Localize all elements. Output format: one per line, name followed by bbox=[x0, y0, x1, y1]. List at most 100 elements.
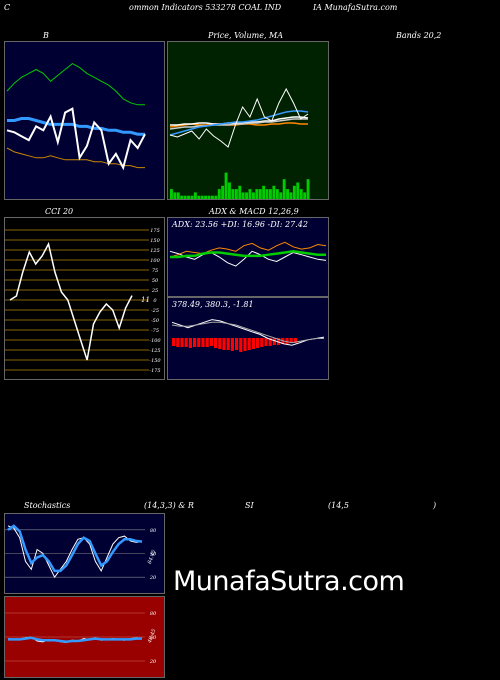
macd-histogram-bar bbox=[277, 338, 281, 345]
volume-bar bbox=[204, 195, 207, 199]
price-volume-panel bbox=[167, 41, 329, 200]
cci-tick-label: 0 bbox=[153, 298, 157, 304]
macd-histogram-bar bbox=[214, 338, 218, 348]
watermark: MunafaSutra.com bbox=[173, 566, 405, 597]
stoch-k-line bbox=[7, 525, 143, 579]
macd-histogram-bar bbox=[235, 338, 239, 350]
volume-bar bbox=[211, 195, 214, 199]
header-left: C bbox=[4, 3, 11, 12]
volume-bar bbox=[241, 192, 245, 199]
tick-label: 80 bbox=[150, 611, 157, 617]
adx-label: ADX & MACD 12,26,9 bbox=[209, 207, 299, 216]
rsi-signal-line bbox=[8, 636, 142, 644]
cci-chart: 175 150 125 100 75 50 25 0 -25 -50 -75 -100 -125 -150… bbox=[5, 228, 161, 374]
stoch-label: Stochastics bbox=[24, 501, 71, 510]
tick-label: 80 bbox=[150, 528, 157, 534]
macd-histogram-bar bbox=[260, 338, 264, 347]
volume-bar bbox=[303, 192, 307, 199]
volume-bar bbox=[258, 189, 262, 199]
volume-bar bbox=[231, 189, 235, 199]
macd-histogram-bar bbox=[218, 338, 222, 349]
volume-bar bbox=[255, 189, 259, 199]
volume-bar bbox=[187, 195, 190, 199]
volume-bar bbox=[286, 189, 289, 199]
macd-histogram-bar bbox=[251, 338, 255, 349]
macd-histogram-bar bbox=[193, 338, 197, 347]
macd-histogram-bar bbox=[268, 338, 272, 346]
tick-label: 20 bbox=[149, 575, 157, 581]
macd-values: 378.49, 380.3, -1.81 bbox=[172, 300, 254, 309]
cci-tick-label: 25 bbox=[151, 288, 158, 294]
macd-histogram-bar bbox=[264, 338, 268, 346]
stoch-panel: 80 50 20 84.45 bbox=[4, 513, 165, 594]
volume-bar bbox=[275, 189, 279, 199]
volume-bar bbox=[234, 189, 238, 199]
macd-histogram-bar bbox=[293, 338, 297, 343]
volume-bar bbox=[245, 192, 248, 199]
moving-average-line bbox=[170, 116, 309, 126]
bollinger-upper-line bbox=[6, 63, 145, 106]
cci-tick-label: 150 bbox=[150, 238, 160, 244]
tick-label: 50 bbox=[150, 635, 157, 641]
volume-bar bbox=[200, 195, 204, 199]
moving-average-line bbox=[169, 118, 308, 130]
macd-panel: 378.49, 380.3, -1.81 bbox=[167, 297, 329, 380]
cci-value: 11 bbox=[141, 296, 150, 304]
volume-bar bbox=[272, 185, 276, 199]
macd-histogram-bar bbox=[256, 338, 260, 348]
adx-panel: ADX: 23.56 +DI: 16.96 -DI: 27.42 bbox=[167, 217, 329, 297]
volume-bar bbox=[292, 185, 296, 199]
stoch-params: (14,3,3) & R bbox=[144, 501, 194, 510]
macd-histogram-bar bbox=[172, 338, 176, 346]
volume-bar bbox=[252, 192, 255, 199]
volume-bar bbox=[193, 192, 197, 199]
bollinger-middle-line bbox=[7, 117, 145, 136]
volume-bar bbox=[289, 192, 293, 199]
cci-tick-label: -100 bbox=[149, 338, 161, 344]
macd-histogram-bar bbox=[184, 338, 188, 347]
macd-histogram-bar bbox=[201, 338, 205, 347]
macd-histogram-bar bbox=[226, 338, 230, 350]
cci-tick-label: -150 bbox=[149, 358, 161, 364]
cci-tick-label: 125 bbox=[150, 248, 160, 254]
volume-bar bbox=[197, 195, 201, 199]
volume-bar bbox=[238, 185, 242, 199]
macd-chart bbox=[171, 319, 325, 352]
volume-bar bbox=[214, 195, 218, 199]
volume-bar bbox=[224, 172, 228, 199]
cci-tick-label: -125 bbox=[149, 348, 160, 354]
volume-bar bbox=[279, 192, 283, 199]
volume-bar bbox=[262, 185, 266, 199]
macd-histogram-bar bbox=[222, 338, 226, 350]
macd-histogram-bar bbox=[209, 338, 213, 346]
tick-label: 50 bbox=[150, 552, 157, 558]
volume-bar bbox=[306, 179, 310, 199]
bands-label: Bands 20,2 bbox=[396, 31, 442, 40]
macd-histogram-bar bbox=[272, 338, 276, 345]
volume-bar bbox=[190, 195, 194, 199]
rsi-close: ) bbox=[433, 501, 437, 510]
adx-chart bbox=[169, 241, 327, 267]
price-line bbox=[169, 87, 309, 148]
moving-average-line bbox=[169, 110, 309, 136]
macd-histogram-bar bbox=[205, 338, 209, 347]
volume-bar bbox=[180, 195, 184, 199]
volume-bar bbox=[269, 189, 272, 199]
macd-signal-line bbox=[171, 321, 324, 344]
bollinger-price-line bbox=[6, 107, 146, 171]
rsi-label: SI bbox=[245, 501, 254, 510]
price-label: Price, Volume, MA bbox=[208, 31, 284, 40]
cci-line bbox=[9, 241, 133, 361]
macd-histogram-bar bbox=[230, 338, 234, 351]
rsi-chart: 80 50 20 bbox=[5, 611, 157, 665]
volume-bar bbox=[217, 189, 221, 199]
volume-bar bbox=[248, 189, 252, 199]
price-volume-chart bbox=[169, 87, 310, 199]
volume-bar bbox=[173, 192, 177, 199]
macd-histogram-bar bbox=[247, 338, 251, 350]
macd-histogram-bar bbox=[243, 338, 247, 351]
cci-tick-label: -25 bbox=[151, 308, 159, 314]
bollinger-label: B bbox=[43, 31, 49, 40]
volume-bar bbox=[299, 189, 303, 199]
volume-bar bbox=[207, 195, 211, 199]
